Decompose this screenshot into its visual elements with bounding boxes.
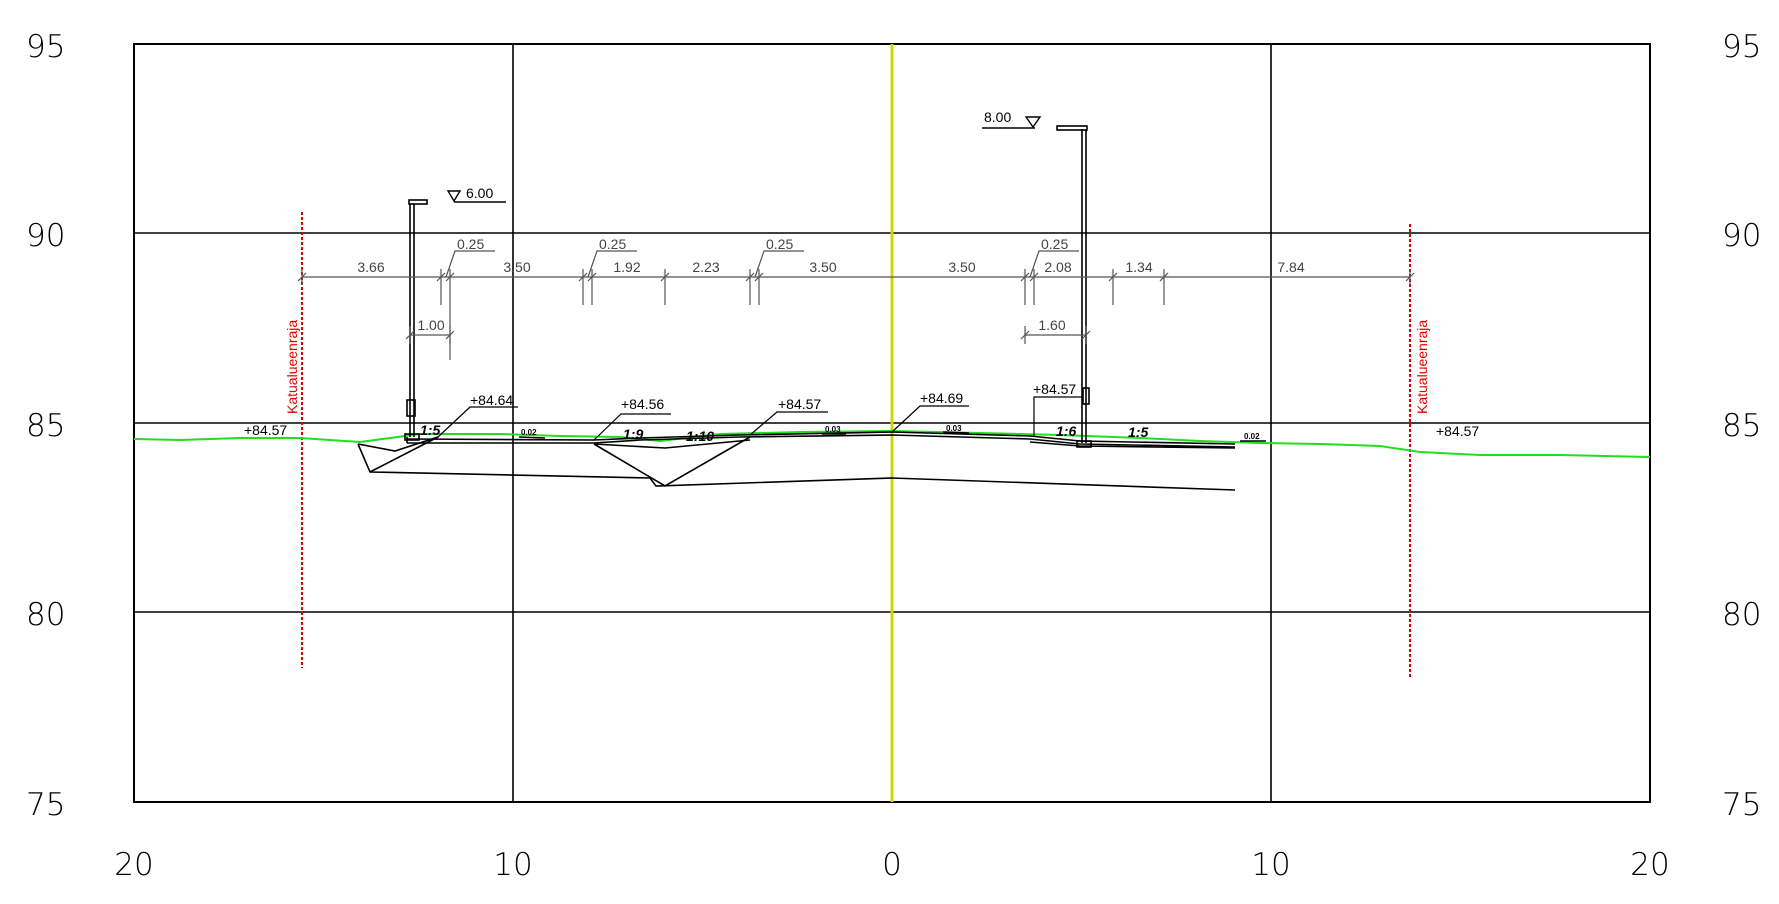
dim-3-50-b: 3.50 xyxy=(809,259,836,275)
y-label-right-80: 80 xyxy=(1722,597,1761,633)
dim-1-34: 1.34 xyxy=(1125,259,1152,275)
light-height-right: 8.00 xyxy=(984,109,1011,125)
slope-1: 1:5 xyxy=(420,422,440,438)
y-label-right-85: 85 xyxy=(1722,408,1761,444)
dim-3-50-c: 3.50 xyxy=(948,259,975,275)
elevation-4: +84.69 xyxy=(920,390,963,406)
boundary-label-right: Katualueenraja xyxy=(1414,320,1430,414)
elevation-leaders xyxy=(437,396,1082,441)
light-pole-right xyxy=(1056,125,1092,448)
road-structure xyxy=(357,431,1236,491)
dim-1-92: 1.92 xyxy=(613,259,640,275)
crossfall-4: 0.02 xyxy=(1244,432,1260,441)
slope-5: 1:5 xyxy=(1128,424,1148,440)
elevation-right-ground: +84.57 xyxy=(1436,423,1479,439)
crossfall-1: 0.02 xyxy=(521,428,537,437)
existing-ground-line xyxy=(133,429,1651,458)
x-label-10-right: 10 xyxy=(1251,847,1290,883)
y-label-left-85: 85 xyxy=(26,408,65,444)
crossfall-arrows xyxy=(518,431,1266,442)
dim-2-23: 2.23 xyxy=(692,259,719,275)
y-label-left-75: 75 xyxy=(26,787,65,823)
elevation-3: +84.57 xyxy=(778,396,821,412)
x-label-0: 0 xyxy=(882,847,902,883)
x-label-20-right: 20 xyxy=(1630,847,1669,883)
elevation-5: +84.57 xyxy=(1033,381,1076,397)
light-pole-left xyxy=(404,199,428,441)
dim-0-25-a: 0.25 xyxy=(457,236,484,252)
light-height-marker-right xyxy=(982,116,1042,129)
crossfall-2: 0.03 xyxy=(825,425,841,434)
y-label-right-95: 95 xyxy=(1722,29,1761,65)
x-label-20-left: 20 xyxy=(114,847,153,883)
y-label-right-90: 90 xyxy=(1722,218,1761,254)
slope-4: 1:6 xyxy=(1056,423,1076,439)
dim-1-00: 1.00 xyxy=(417,317,444,333)
slope-2: 1:9 xyxy=(623,426,643,442)
elevation-left-ground: +84.57 xyxy=(244,422,287,438)
y-label-left-95: 95 xyxy=(26,29,65,65)
dim-3-50-a: 3.50 xyxy=(503,259,530,275)
y-label-left-80: 80 xyxy=(26,597,65,633)
dim-7-84: 7.84 xyxy=(1277,259,1304,275)
crossfall-3: 0.03 xyxy=(946,424,962,433)
dim-0-25-d: 0.25 xyxy=(1041,236,1068,252)
dim-1-60: 1.60 xyxy=(1038,317,1065,333)
dim-3-66: 3.66 xyxy=(357,259,384,275)
dim-0-25-b: 0.25 xyxy=(599,236,626,252)
slope-3: 1:10 xyxy=(686,428,714,444)
dimension-chain xyxy=(297,250,1415,360)
dim-2-08: 2.08 xyxy=(1044,259,1071,275)
elevation-2: +84.56 xyxy=(621,396,664,412)
dim-0-25-c: 0.25 xyxy=(766,236,793,252)
x-label-10-left: 10 xyxy=(493,847,532,883)
boundary-label-left: Katualueenraja xyxy=(284,320,300,414)
y-label-right-75: 75 xyxy=(1722,787,1761,823)
elevation-1: +84.64 xyxy=(470,392,513,408)
light-height-left: 6.00 xyxy=(466,185,493,201)
light-height-marker-left xyxy=(446,190,506,203)
y-label-left-90: 90 xyxy=(26,218,65,254)
